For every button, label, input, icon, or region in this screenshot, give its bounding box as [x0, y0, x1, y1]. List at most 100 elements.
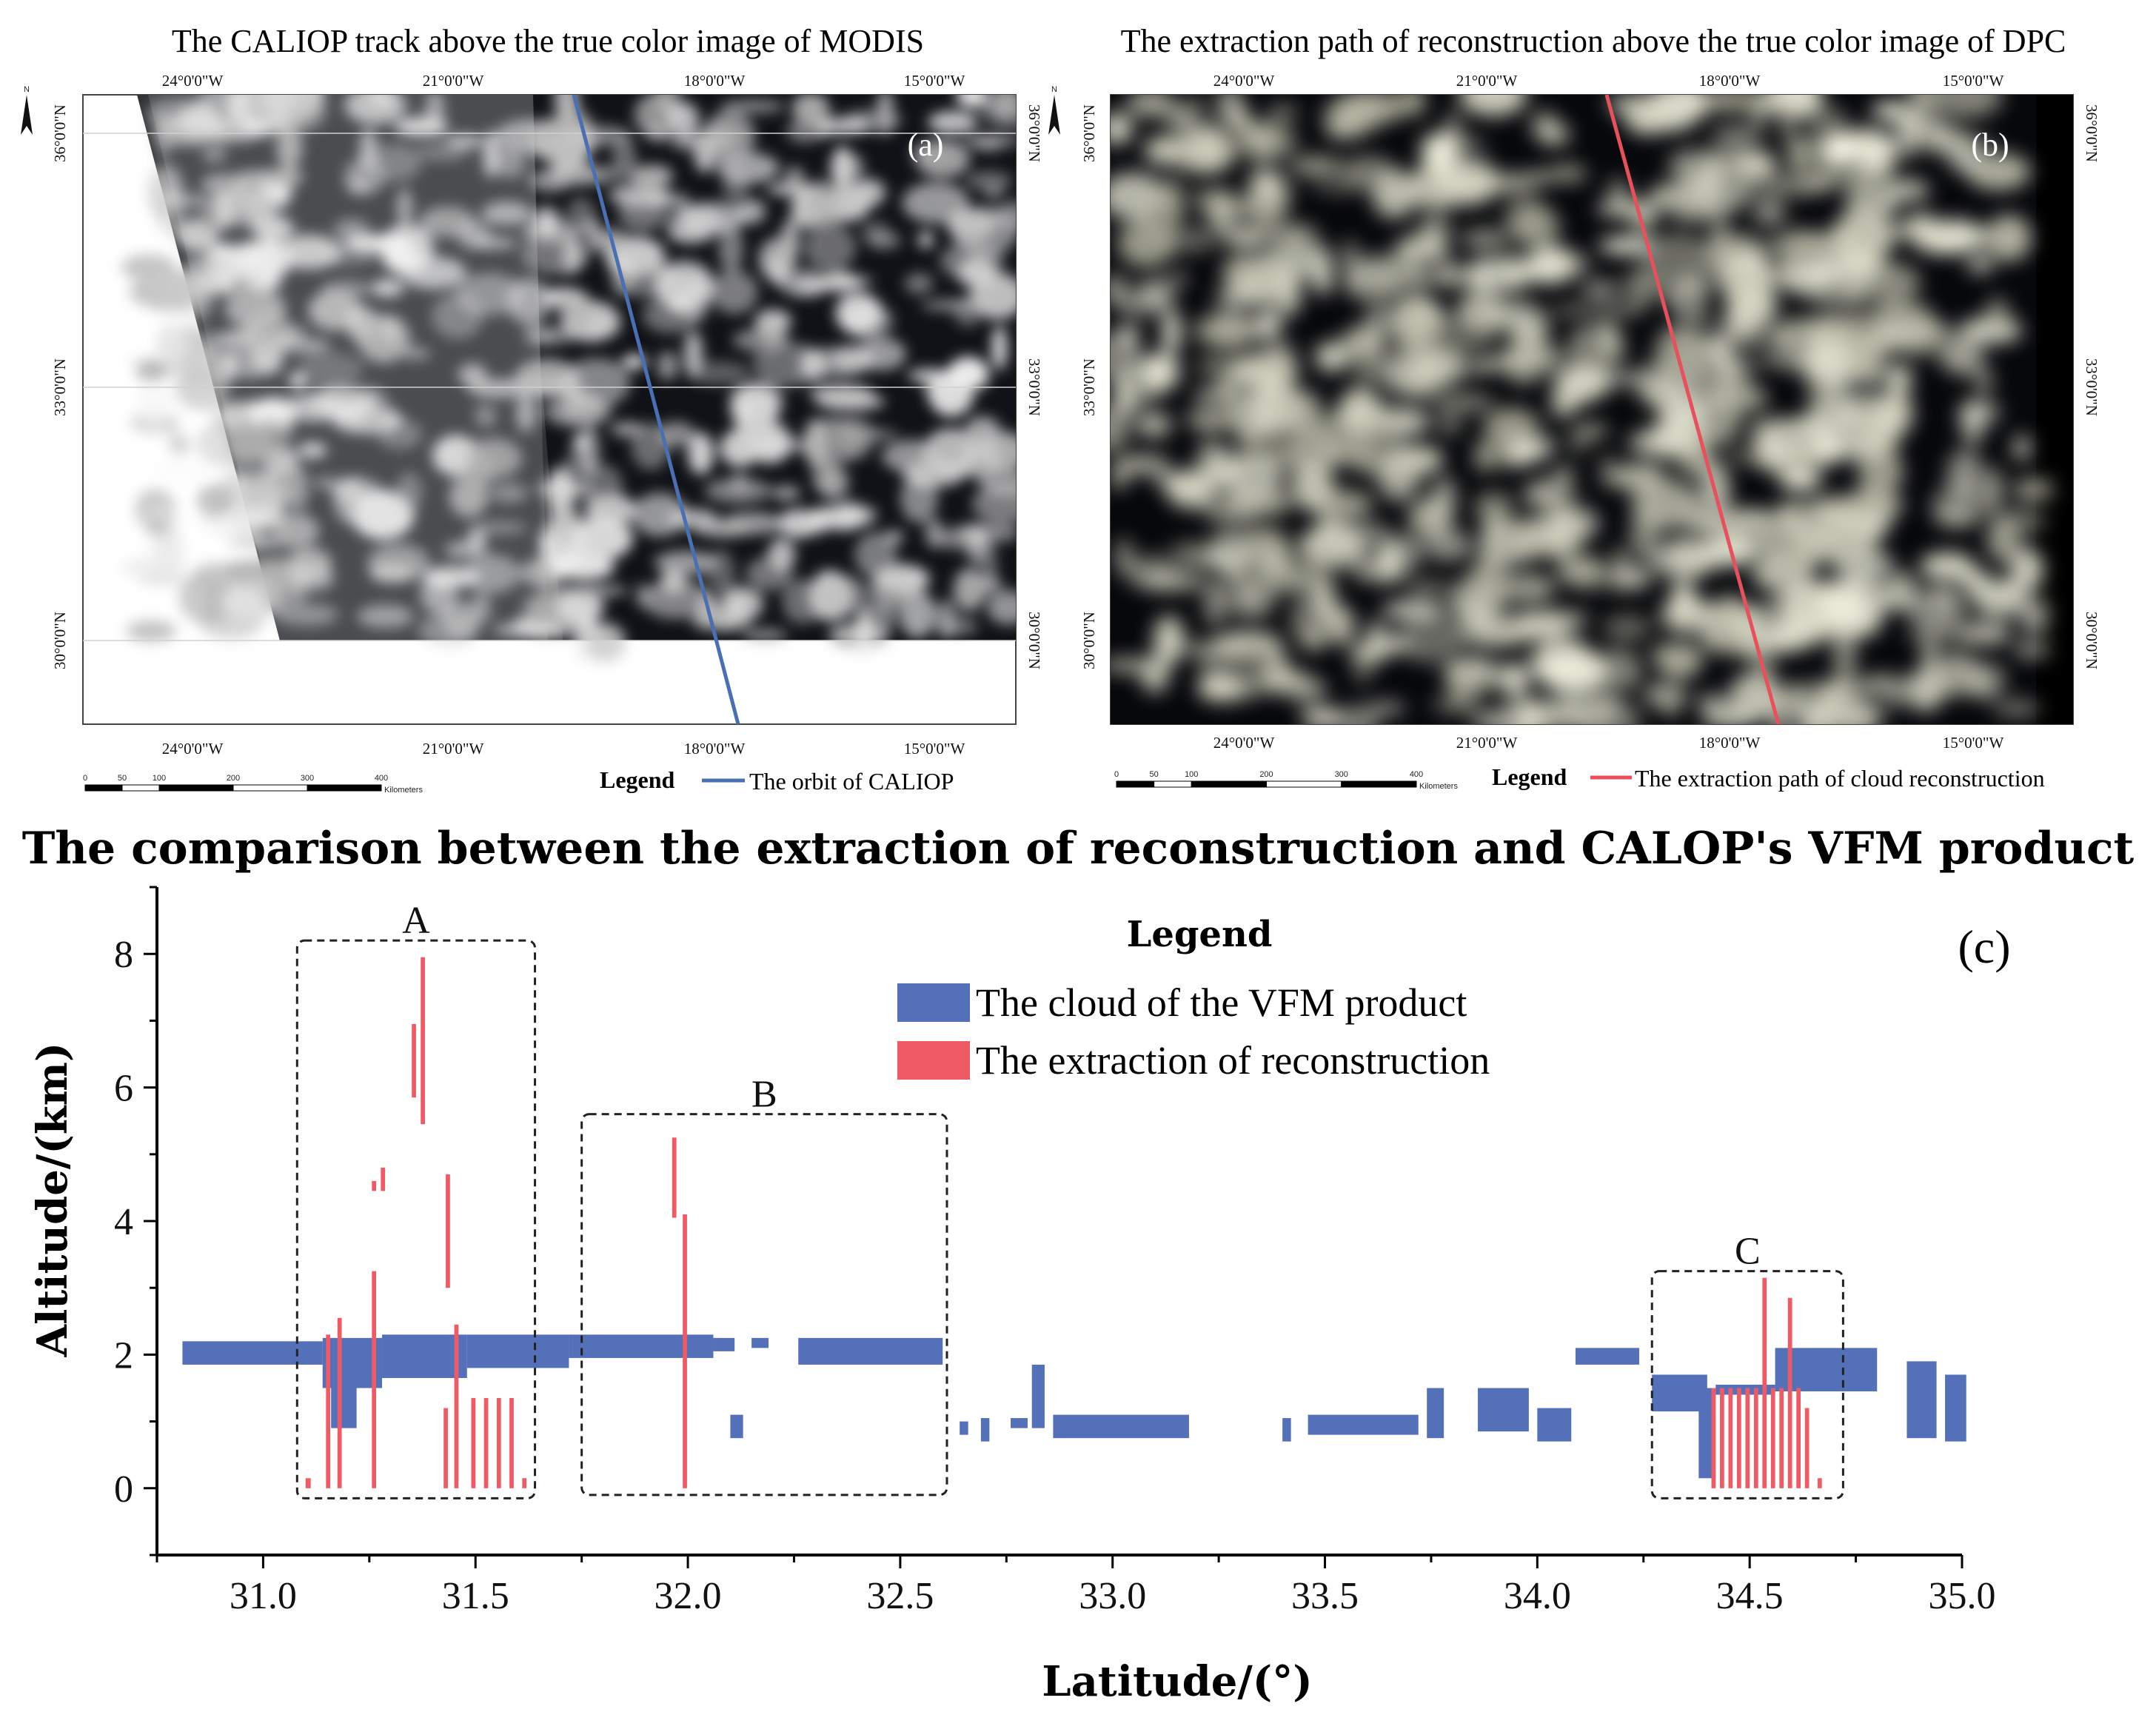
panel-c: The comparison between the extraction of…	[22, 823, 2135, 1706]
cloud-blob	[928, 110, 978, 134]
panel-b-scale-bar: 0 50 100 200 300 400 Kilometers	[1114, 770, 1459, 791]
cloud-blob	[1314, 341, 1350, 372]
cloud-blob	[1702, 145, 1771, 173]
cloud-blob	[953, 568, 986, 611]
cloud-blob	[179, 572, 231, 623]
vfm-cloud-segment	[331, 1388, 357, 1428]
cloud-blob	[610, 422, 645, 436]
cloud-blob	[1691, 350, 1754, 392]
cloud-blob	[814, 575, 869, 616]
reconstruction-bar	[509, 1398, 514, 1488]
vfm-cloud-segment	[751, 1337, 769, 1348]
cloud-blob	[1550, 392, 1586, 410]
cloud-blob	[1695, 695, 1730, 709]
cloud-blob	[1824, 516, 1881, 558]
lat-tick-label: 33°0'0"N	[1080, 358, 1098, 416]
scale-unit-label: Kilometers	[1419, 782, 1458, 791]
cloud-blob	[835, 415, 877, 460]
cloud-blob	[1336, 95, 1405, 126]
cloud-blob	[1661, 175, 1722, 224]
cloud-blob	[458, 364, 488, 387]
cloud-blob	[1806, 106, 1848, 134]
scale-segment	[1266, 780, 1342, 788]
cloud-blob	[464, 554, 520, 594]
scale-tick-label: 200	[227, 774, 240, 783]
reconstruction-series	[305, 957, 1822, 1488]
cloud-blob	[1167, 269, 1189, 290]
cloud-blob	[704, 478, 771, 504]
cloud-blob	[1184, 410, 1242, 429]
cloud-blob	[612, 138, 637, 182]
cloud-blob	[1655, 325, 1707, 375]
cloud-blob	[1276, 267, 1302, 317]
cloud-blob	[546, 505, 581, 541]
cloud-blob	[1946, 449, 1984, 498]
cloud-blob	[1775, 532, 1818, 570]
cloud-blob	[1721, 310, 1752, 338]
cloud-blob	[622, 355, 647, 369]
reconstruction-bar	[1787, 1297, 1792, 1488]
reconstruction-bar	[683, 1214, 687, 1488]
x-tick-label: 34.5	[1716, 1575, 1784, 1617]
cloud-blob	[288, 566, 335, 592]
cloud-blob	[489, 483, 529, 504]
cloud-blob	[1269, 444, 1300, 472]
cloud-blob	[1399, 95, 1426, 117]
chart-panel-label: (c)	[1958, 920, 2010, 973]
cloud-blob	[1254, 225, 1319, 238]
cloud-blob	[645, 193, 692, 208]
cloud-blob	[840, 504, 877, 526]
reconstruction-bar	[454, 1324, 459, 1488]
cloud-blob	[578, 464, 623, 509]
cloud-blob	[1821, 678, 1892, 695]
reconstruction-bar	[305, 1478, 311, 1488]
cloud-blob	[1233, 107, 1249, 130]
cloud-blob	[126, 620, 177, 642]
cloud-blob	[1459, 95, 1527, 116]
cloud-blob	[737, 198, 766, 224]
scale-segment	[1191, 780, 1267, 788]
vfm-cloud-segment	[1575, 1348, 1640, 1365]
cloud-blob	[1721, 592, 1740, 626]
cloud-blob	[2020, 596, 2049, 635]
cloud-blob	[1154, 615, 1185, 665]
cloud-blob	[155, 322, 187, 363]
cloud-blob	[671, 101, 700, 138]
vfm-cloud-segment	[1011, 1418, 1028, 1428]
scale-tick-label: 100	[153, 774, 166, 783]
cloud-blob	[907, 368, 948, 383]
cloud-blob	[1775, 330, 1791, 351]
cloud-blob	[1603, 302, 1647, 317]
cloud-blob	[416, 142, 470, 162]
cloud-blob	[1743, 170, 1784, 198]
cloud-blob	[137, 378, 173, 425]
vfm-cloud-segment	[1478, 1388, 1529, 1432]
cloud-blob	[1841, 251, 1886, 281]
cloud-blob	[1986, 518, 2021, 564]
cloud-blob	[1832, 698, 1884, 724]
cloud-blob	[1710, 127, 1766, 141]
cloud-blob	[1826, 130, 1894, 164]
cloud-blob	[1830, 211, 1895, 261]
cloud-blob	[1392, 304, 1439, 355]
cloud-blob	[562, 358, 631, 408]
cloud-blob	[1844, 493, 1900, 515]
cloud-blob	[470, 592, 492, 625]
reconstruction-bar	[1720, 1388, 1724, 1488]
lon-tick-label: 18°0'0"W	[684, 740, 746, 758]
cloud-blob	[1616, 565, 1652, 590]
cloud-blob	[275, 338, 331, 352]
reconstruction-bar	[421, 957, 425, 1125]
cloud-blob	[1568, 426, 1589, 455]
cloud-blob	[742, 629, 788, 642]
scale-tick-label: 0	[1114, 770, 1119, 779]
cloud-blob	[256, 415, 285, 461]
cloud-blob	[1206, 191, 1240, 233]
lat-tick-label: 36°0'0"N	[2083, 104, 2100, 162]
cloud-blob	[295, 95, 312, 117]
cloud-blob	[1886, 689, 1905, 709]
cloud-blob	[264, 574, 288, 614]
cloud-blob	[555, 592, 605, 623]
scale-segment	[158, 784, 234, 792]
cloud-blob	[1530, 169, 1590, 181]
